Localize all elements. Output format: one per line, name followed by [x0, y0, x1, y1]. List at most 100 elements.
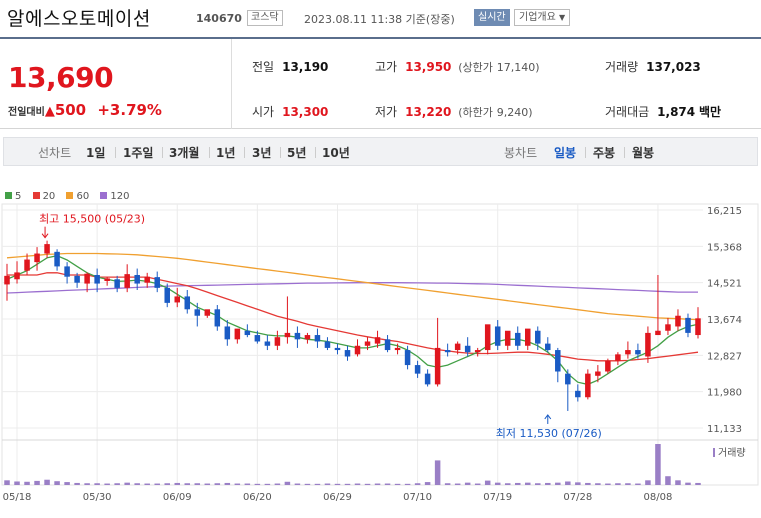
legend-ma60: 60 [66, 191, 89, 202]
volume-bar [174, 482, 181, 485]
tab-1w[interactable]: 1주일 [123, 146, 154, 160]
y-tick-label: 12,827 [707, 351, 742, 362]
tab-1y[interactable]: 1년 [216, 146, 236, 160]
lower-limit-label: (하한가 [458, 106, 493, 119]
lower-limit-value: 9,240) [496, 106, 533, 119]
tab-candle-chart[interactable]: 봉차트 [504, 146, 538, 160]
volume-bar [4, 480, 10, 485]
quote-datetime: 2023.08.11 11:38 기준(장중) [304, 13, 455, 26]
volume-bar [204, 483, 211, 485]
volume-bar [535, 483, 541, 485]
candle-body [264, 341, 271, 346]
candle-body [374, 337, 381, 344]
x-tick-label: 08/08 [644, 492, 673, 503]
tab-weekly[interactable]: 주봉 [593, 146, 616, 160]
tab-3m[interactable]: 3개월 [169, 146, 200, 160]
candle-body [104, 278, 110, 281]
ma5-line [6, 255, 699, 386]
volume-bar [665, 476, 671, 485]
volume-bar [625, 483, 631, 485]
candle-body [524, 328, 531, 346]
chevron-down-icon: ▼ [559, 13, 566, 22]
volume-bar [655, 444, 661, 485]
upper-limit-value: 17,140) [496, 61, 540, 74]
tab-10y[interactable]: 10년 [322, 146, 350, 160]
volume-bar [274, 483, 281, 485]
volume-bar [34, 480, 40, 485]
max-arrow-head [41, 233, 49, 239]
tab-monthly[interactable]: 월봉 [632, 146, 655, 160]
x-tick-label: 07/19 [483, 492, 512, 503]
low-label: 저가 [375, 105, 398, 119]
legend-ma20-label: 20 [42, 191, 56, 202]
candle-body [314, 335, 321, 342]
high-label: 고가 [375, 60, 398, 74]
candle-body [294, 332, 301, 340]
volume-bar [194, 483, 201, 485]
candle-body [695, 318, 701, 336]
amount-label: 거래대금 [605, 105, 650, 119]
candle-body [304, 335, 311, 340]
y-tick-label: 16,215 [707, 206, 742, 217]
x-tick-label: 07/10 [403, 492, 432, 503]
tab-daily[interactable]: 일봉 [554, 146, 577, 160]
candle-body [114, 279, 120, 288]
candle-body [54, 251, 60, 267]
volume-bar [685, 482, 691, 485]
tab-3y[interactable]: 3년 [252, 146, 272, 160]
candle-body [394, 347, 401, 351]
x-tick-label: 05/30 [83, 492, 112, 503]
stat-open: 시가 13,300 [252, 103, 328, 120]
volume-bar [454, 483, 461, 485]
volume-bar [675, 480, 681, 485]
candle-body [655, 330, 661, 336]
legend-swatch [32, 192, 40, 199]
y-tick-label: 13,674 [707, 315, 742, 326]
volume-bar [364, 483, 371, 485]
candle-body [4, 275, 10, 285]
legend-swatch [100, 192, 108, 199]
candle-body [44, 244, 50, 254]
candle-body [64, 266, 70, 277]
divider [585, 147, 586, 158]
volume-bar [314, 483, 321, 485]
upper-limit-label: (상한가 [458, 61, 493, 74]
volume-bar [394, 483, 401, 485]
volume-bar [264, 483, 271, 485]
candle-body [404, 350, 411, 366]
candle-body [334, 347, 341, 351]
candle-body [615, 354, 621, 361]
candle-body [194, 309, 201, 316]
candle-body [565, 373, 571, 385]
divider [244, 147, 245, 158]
realtime-button[interactable]: 실시간 [474, 9, 510, 26]
divider [315, 147, 316, 158]
legend-ma20: 20 [32, 191, 56, 202]
volume-label: 거래량 [718, 447, 746, 459]
tab-1d[interactable]: 1일 [86, 146, 106, 160]
volume-label: 거래량 [605, 60, 639, 74]
candle-body [214, 309, 221, 327]
volume-bar [414, 483, 421, 485]
legend-ma60-label: 60 [76, 191, 90, 202]
open-label: 시가 [252, 105, 275, 119]
candle-body [504, 330, 511, 346]
tab-5y[interactable]: 5년 [287, 146, 307, 160]
candle-body [84, 273, 90, 284]
company-info-button[interactable]: 기업개요 ▼ [514, 9, 571, 26]
volume-bar [234, 483, 241, 485]
stock-header: 알에스오토메이션 140670 코스닥 2023.08.11 11:38 기준(… [0, 0, 761, 36]
change-label: 전일대비 [8, 107, 45, 118]
stock-name: 알에스오토메이션 [7, 8, 151, 30]
candle-body [154, 277, 160, 288]
candle-body [434, 347, 441, 385]
candle-body [244, 330, 251, 336]
tab-line-chart[interactable]: 선차트 [38, 146, 72, 160]
volume-bar [334, 483, 341, 485]
divider [280, 147, 281, 158]
volume-bar [444, 483, 451, 485]
candle-body [234, 328, 241, 340]
volume-bar [134, 483, 140, 485]
volume-bar [54, 481, 60, 485]
